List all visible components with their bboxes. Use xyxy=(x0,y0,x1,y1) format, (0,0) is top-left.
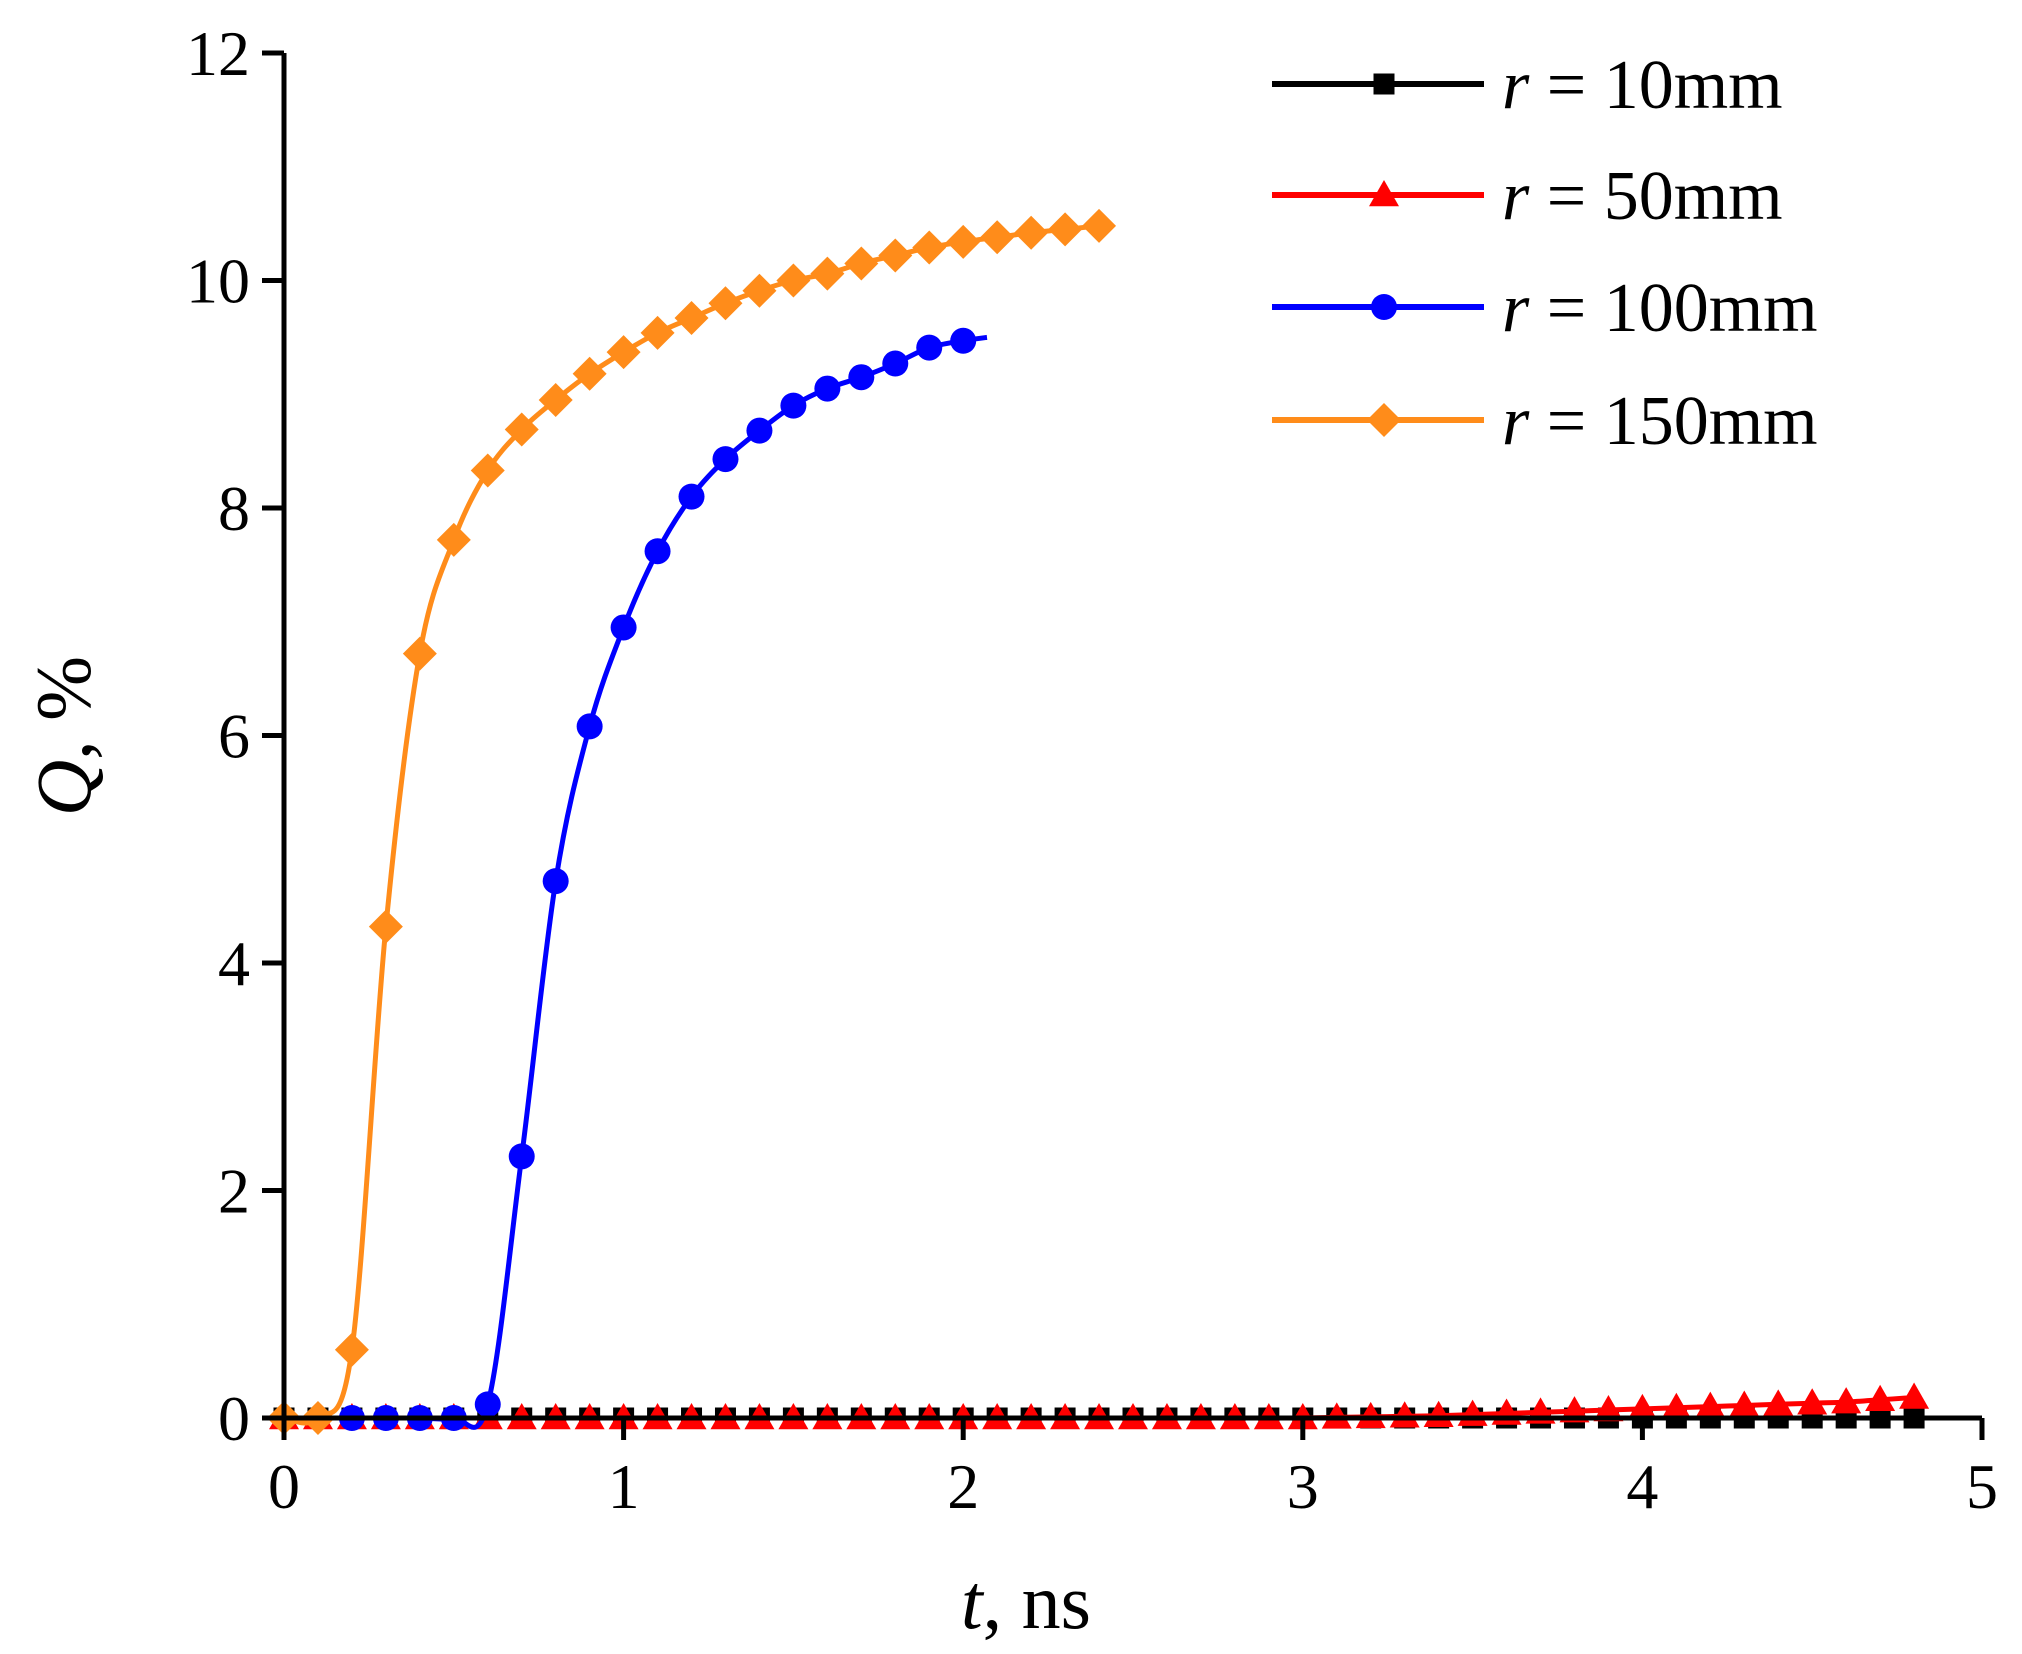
series-diamond xyxy=(267,208,1117,1435)
series-marker xyxy=(946,224,981,259)
series-marker xyxy=(508,1143,535,1170)
x-tick-label: 2 xyxy=(947,1451,979,1522)
x-tick-label: 0 xyxy=(268,1451,300,1522)
series-marker xyxy=(878,238,913,273)
series-marker xyxy=(1389,1401,1420,1428)
series-marker xyxy=(882,350,909,377)
legend-label-variable: r xyxy=(1502,47,1530,124)
series-marker xyxy=(1014,215,1049,250)
legend-swatch-marker xyxy=(1369,180,1399,207)
series-line xyxy=(351,334,988,1430)
series-marker xyxy=(1695,1391,1726,1418)
series-marker xyxy=(742,273,777,308)
y-axis-variable: Q xyxy=(20,760,107,816)
legend-item: r = 100mm xyxy=(1272,270,1818,347)
x-tick-label: 1 xyxy=(608,1451,640,1522)
series-marker xyxy=(640,315,675,350)
y-ticks: 0 2 4 6 8 10 12 xyxy=(186,18,284,1454)
series-marker xyxy=(848,364,875,391)
legend-label: r = 100mm xyxy=(1502,270,1818,347)
series-marker xyxy=(746,417,773,444)
series-marker xyxy=(1899,1382,1930,1409)
series-marker xyxy=(572,356,607,391)
y-tick-label: 0 xyxy=(218,1383,250,1454)
x-tick-label: 5 xyxy=(1966,1451,1998,1522)
x-axis-variable: t xyxy=(961,1558,985,1645)
series-marker xyxy=(950,327,977,354)
series-marker xyxy=(844,246,879,281)
y-axis-label: Q, % xyxy=(20,656,107,816)
y-tick-label: 2 xyxy=(218,1156,250,1227)
series-marker xyxy=(402,636,437,671)
series-marker xyxy=(606,335,641,370)
y-tick-label: 12 xyxy=(186,18,250,89)
legend-label-text: = 50mm xyxy=(1529,158,1782,235)
series-marker xyxy=(1048,212,1083,247)
legend-item: r = 50mm xyxy=(1272,158,1783,235)
legend-label-variable: r xyxy=(1502,270,1530,347)
y-axis-unit: , % xyxy=(20,656,107,760)
legend-label-text: = 100mm xyxy=(1529,270,1817,347)
y-tick-label: 8 xyxy=(218,473,250,544)
legend-swatch-marker xyxy=(1367,403,1401,437)
legend-label-text: = 10mm xyxy=(1529,47,1782,124)
series-marker xyxy=(1082,208,1117,243)
legend-label: r = 50mm xyxy=(1502,158,1783,235)
series-marker xyxy=(980,220,1015,255)
x-axis-unit: , ns xyxy=(983,1558,1091,1645)
series-marker xyxy=(708,286,743,321)
series-marker xyxy=(1661,1392,1692,1420)
series-marker xyxy=(912,230,947,265)
series-marker xyxy=(470,453,505,488)
series-marker xyxy=(334,1332,369,1367)
series-marker xyxy=(678,483,705,510)
series-circle xyxy=(338,327,988,1431)
legend-item: r = 150mm xyxy=(1272,383,1818,460)
y-tick-label: 10 xyxy=(186,246,250,317)
legend-label: r = 10mm xyxy=(1502,47,1783,124)
series-marker xyxy=(810,256,845,291)
series-marker xyxy=(368,909,403,944)
series-marker xyxy=(1593,1395,1624,1422)
y-tick-label: 4 xyxy=(218,928,250,999)
legend-label: r = 150mm xyxy=(1502,383,1818,460)
series-marker xyxy=(576,713,603,740)
series-marker xyxy=(644,538,671,565)
x-tick-label: 3 xyxy=(1287,1451,1319,1522)
series-marker xyxy=(1797,1388,1828,1415)
legend-swatch-marker xyxy=(1373,73,1395,95)
x-axis-label: t, ns xyxy=(961,1558,1091,1645)
series-marker xyxy=(916,334,943,361)
series-marker xyxy=(542,868,569,895)
series-marker xyxy=(504,412,539,447)
series-marker xyxy=(814,375,841,402)
series-marker xyxy=(1763,1389,1794,1416)
series-marker xyxy=(474,1391,501,1418)
x-ticks: 0 1 2 3 4 5 xyxy=(268,1418,1998,1522)
series-marker xyxy=(1831,1387,1862,1414)
x-tick-label: 4 xyxy=(1626,1451,1658,1522)
series-marker xyxy=(610,614,637,641)
series-marker xyxy=(776,263,811,298)
series-marker xyxy=(712,446,739,473)
series-marker xyxy=(538,382,573,417)
legend-label-text: = 150mm xyxy=(1529,383,1817,460)
series-marker xyxy=(780,392,807,419)
y-tick-label: 6 xyxy=(218,701,250,772)
series-marker xyxy=(1865,1384,1896,1412)
legend-label-variable: r xyxy=(1502,158,1530,235)
series-marker xyxy=(674,301,709,336)
series-marker xyxy=(1355,1401,1386,1429)
series-marker xyxy=(1729,1390,1760,1417)
series-line xyxy=(283,223,1100,1426)
legend-label-variable: r xyxy=(1502,383,1530,460)
series-marker xyxy=(1627,1393,1658,1421)
legend-swatch-marker xyxy=(1371,294,1397,320)
legend-item: r = 10mm xyxy=(1272,47,1783,124)
series-marker xyxy=(436,522,471,557)
